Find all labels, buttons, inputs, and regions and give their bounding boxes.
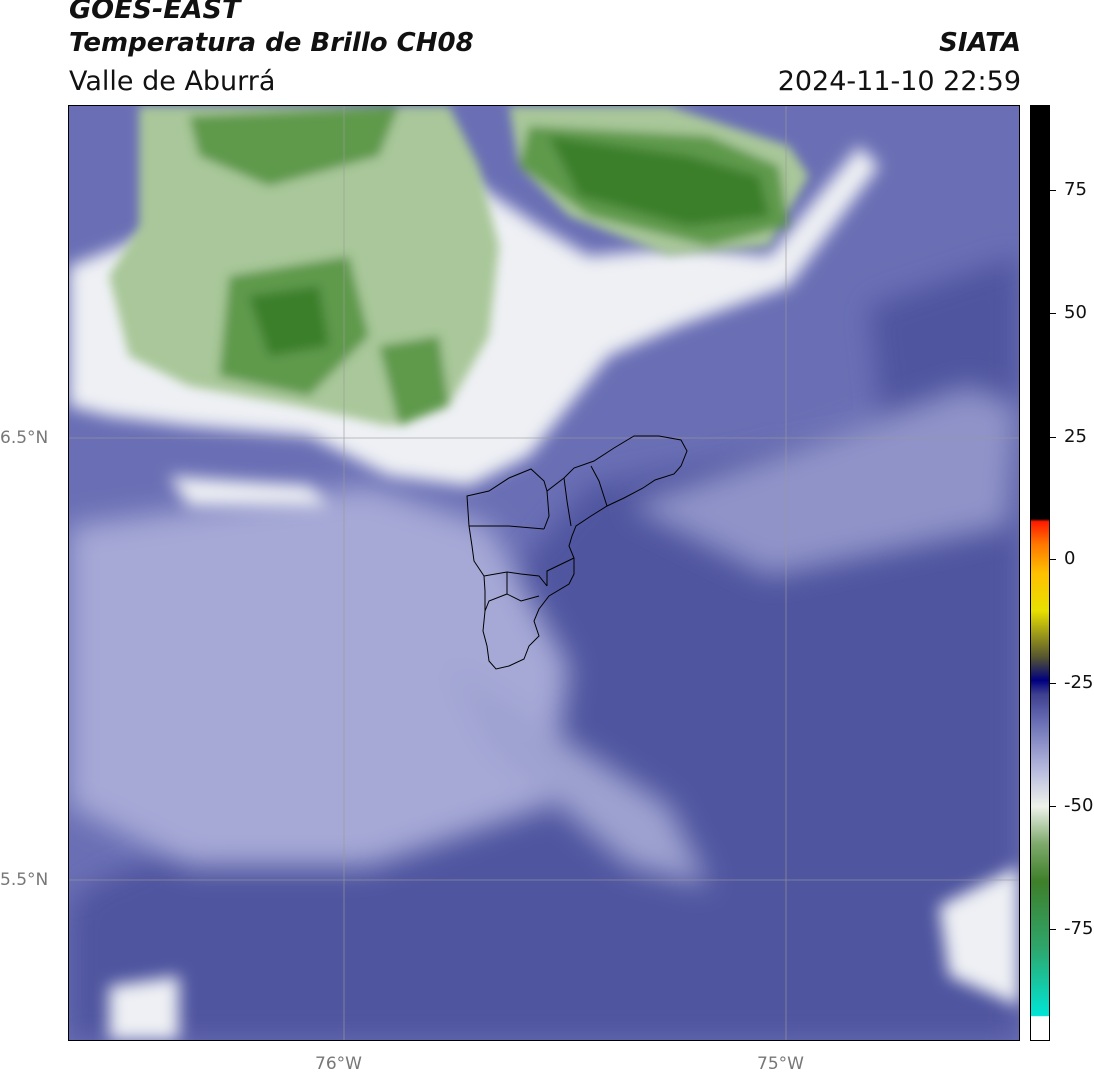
colorbar-tick-label: -75 (1064, 918, 1094, 939)
timestamp-label: 2024-11-10 22:59 (777, 66, 1021, 97)
product-title: Temperatura de Brillo CH08 (69, 28, 474, 58)
colorbar (1030, 105, 1050, 1041)
region-label: Valle de Aburrá (69, 66, 276, 97)
colorbar-tick-label: -25 (1064, 672, 1094, 693)
satellite-title: GOES-EAST (69, 0, 241, 25)
graticule (69, 106, 1019, 1040)
aburra-valley-boundary (466, 435, 688, 670)
colorbar-tick-label: 0 (1064, 548, 1076, 569)
light-regions (69, 386, 1019, 886)
satellite-map[interactable] (68, 105, 1020, 1041)
colorbar-tick-label: 25 (1064, 426, 1087, 447)
colorbar-tick-mark (1050, 559, 1056, 560)
colorbar-tick-mark (1050, 929, 1056, 930)
colorbar-tick-mark (1050, 806, 1056, 807)
lon-tick-label: 75°W (757, 1054, 804, 1074)
lat-tick-label: 6.5°N (0, 428, 49, 448)
colorbar-tick-label: 75 (1064, 179, 1087, 200)
colorbar-tick-mark (1050, 437, 1056, 438)
colorbar-tick-mark (1050, 313, 1056, 314)
lon-tick-label: 76°W (315, 1054, 362, 1074)
green-cloud-tops (109, 106, 809, 426)
colorbar-tick-label: -50 (1064, 795, 1094, 816)
organization-label: SIATA (939, 28, 1021, 58)
colorbar-tick-mark (1050, 190, 1056, 191)
colorbar-tick-label: 50 (1064, 302, 1087, 323)
lat-tick-label: 5.5°N (0, 870, 49, 890)
colorbar-tick-mark (1050, 683, 1056, 684)
